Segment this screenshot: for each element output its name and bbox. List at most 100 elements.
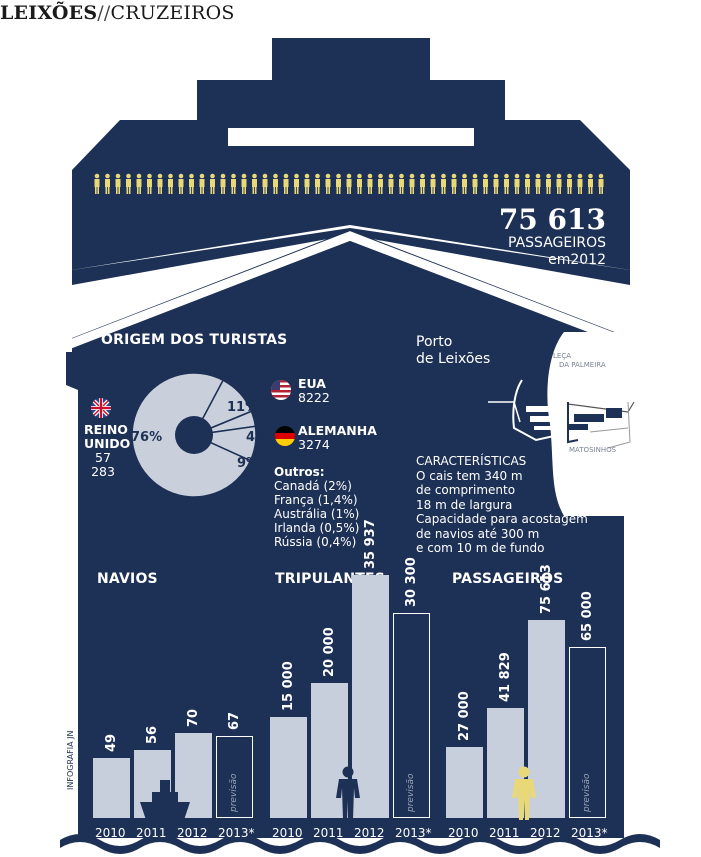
passenger-figure-icon [588,173,593,194]
passenger-figure-icon [105,173,110,194]
germany-pct: 4% [246,430,269,445]
germany-name: ALEMANHA [298,423,377,438]
passenger-figure-icon [147,173,152,194]
passenger-figure-icon [378,173,383,194]
passenger-figure-icon [462,173,467,194]
navios-bar-2013* [216,736,253,818]
passenger-person-icon [512,766,536,820]
passenger-figure-icon [525,173,530,194]
passageiros-year-label: 2012 [530,826,561,840]
header-separator: // [97,2,111,24]
passenger-figure-icon [346,173,352,194]
passenger-figures-row [94,173,604,194]
passenger-figure-icon [514,173,520,194]
passenger-figure-icon [199,173,205,194]
passenger-figure-icon [598,173,604,194]
germany-label: ALEMANHA 3274 [276,424,377,452]
port-feature: 18 m de largura [416,497,513,512]
passenger-figure-icon [210,173,215,194]
uk-value: 57 283 [91,450,115,479]
passenger-figure-icon [294,173,299,194]
passageiros-value-label: 65 000 [580,591,595,642]
total-passengers: 75 613 PASSAGEIROS em2012 [499,205,606,269]
passenger-figure-icon [178,173,184,194]
tripulantes-value-label: 20 000 [322,627,337,677]
passenger-figure-icon [189,173,194,194]
passenger-figure-icon [126,173,131,194]
passenger-figure-icon [262,173,268,194]
uk-pct: 76% [131,430,163,445]
navios-value-label: 70 [186,708,201,727]
origin-donut-chart [131,372,257,498]
tripulantes-year-label: 2013* [395,826,432,840]
navios-chart-title: NAVIOS [97,571,158,587]
passenger-figure-icon [556,173,562,194]
port-feature: O cais tem 340 m [416,468,523,483]
header-location: LEIXÕES [0,2,98,24]
page-header: LEIXÕES//CRUZEIROS [0,2,235,24]
others-item: Austrália (1%) [274,507,360,521]
tripulantes-bar-2013* [393,613,430,818]
passenger-figure-icon [388,173,394,194]
passageiros-projection-label: previsão [582,773,592,813]
passenger-figure-icon [336,173,341,194]
passenger-figure-icon [231,173,236,194]
others-item: Canadá (2%) [274,479,352,493]
ship-upper-deck [72,38,630,270]
passenger-figure-icon [357,173,362,194]
passageiros-bar-2012 [528,619,565,818]
navios-year-label: 2011 [136,826,167,840]
total-passengers-number: 75 613 [498,203,606,236]
ship-icon [140,780,190,820]
passenger-figure-icon [567,173,572,194]
passageiros-year-label: 2010 [448,826,479,840]
germany-flag-icon [275,426,295,446]
usa-flag-icon [271,380,291,400]
port-feature: de comprimento [416,483,516,497]
navios-year-label: 2010 [95,826,126,840]
passenger-figure-icon [252,173,257,194]
total-passengers-label: PASSAGEIROS [508,235,606,251]
passenger-figure-icon [546,173,551,194]
passenger-figure-icon [304,173,310,194]
crew-person-icon [336,766,360,820]
others-list: Outros: Canadá (2%) França (1,4%) Austrá… [274,465,359,549]
port-feature: de navios até 300 m [416,526,540,541]
germany-value: 3274 [298,437,330,452]
passenger-figure-icon [283,173,289,194]
waves [60,834,660,854]
navios-value-label: 49 [104,734,119,753]
passenger-figure-icon [399,173,404,194]
passenger-figure-icon [325,173,331,194]
passenger-figure-icon [220,173,226,194]
port-features-title: CARACTERÍSTICAS [416,454,527,468]
navios-year-label: 2013* [218,826,255,840]
passenger-figure-icon [441,173,446,194]
passageiros-chart-title: PASSAGEIROS [452,571,564,587]
uk-label: REINO UNIDO 57 283 [84,422,130,479]
tripulantes-year-label: 2010 [272,826,303,840]
passenger-figure-icon [420,173,425,194]
passageiros-value-label: 27 000 [457,691,472,742]
passenger-figure-icon [273,173,278,194]
passenger-figure-icon [493,173,499,194]
tripulantes-bar-2010 [270,716,307,818]
others-pct: 9% [237,456,260,471]
port-title-line-1: Porto [416,334,453,350]
passenger-figure-icon [483,173,488,194]
tripulantes-projection-label: previsão [406,773,416,813]
tripulantes-value-label: 15 000 [281,660,296,711]
uk-flag-icon [91,398,111,418]
passageiros-bar-2013* [569,647,606,818]
passenger-figure-icon [504,173,509,194]
tripulantes-value-label: 30 300 [404,557,419,608]
passenger-figure-icon [136,173,142,194]
port-title: Porto de Leixões [416,334,490,368]
passenger-figure-icon [241,173,247,194]
uk-name-1: REINO [84,422,128,437]
passenger-figure-icon [409,173,415,194]
passenger-figure-icon [367,173,373,194]
others-item: Rússia (0,4%) [274,535,357,549]
tripulantes-year-label: 2011 [313,826,344,840]
